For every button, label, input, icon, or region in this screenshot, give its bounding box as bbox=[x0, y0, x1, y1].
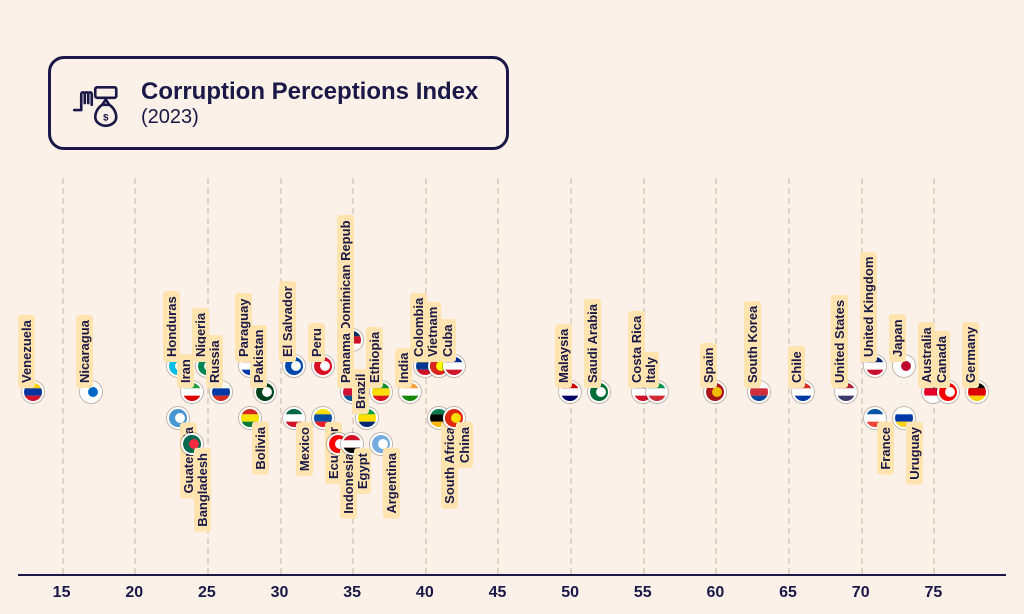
x-tick-label: 30 bbox=[271, 584, 289, 602]
x-tick-label: 25 bbox=[198, 584, 216, 602]
country-label: United Kingdom bbox=[860, 252, 877, 362]
country-dot: Saudi Arabia bbox=[588, 381, 610, 403]
country-label: Chile bbox=[788, 346, 805, 388]
country-dot: United Kingdom bbox=[864, 355, 886, 377]
country-label: Pakistan bbox=[250, 325, 267, 388]
x-axis-line bbox=[18, 574, 1006, 576]
country-label: France bbox=[877, 422, 894, 475]
country-dot: Cuba bbox=[443, 355, 465, 377]
country-label: Spain bbox=[700, 343, 717, 388]
country-dot: Nicaragua bbox=[80, 381, 102, 403]
country-dot: Spain bbox=[704, 381, 726, 403]
country-label: Japan bbox=[889, 314, 906, 362]
x-tick-label: 15 bbox=[53, 584, 71, 602]
x-tick-label: 75 bbox=[924, 584, 942, 602]
country-label: El Salvador bbox=[279, 281, 296, 362]
country-dot: South Korea bbox=[748, 381, 770, 403]
country-label: Egypt bbox=[354, 448, 371, 494]
country-dot: Iran bbox=[181, 381, 203, 403]
x-tick-label: 20 bbox=[125, 584, 143, 602]
gridline bbox=[62, 178, 64, 574]
x-tick-label: 55 bbox=[634, 584, 652, 602]
country-dot: Japan bbox=[893, 355, 915, 377]
x-tick-label: 60 bbox=[707, 584, 725, 602]
country-dot: Bolivia bbox=[239, 407, 261, 429]
bribe-icon: $ bbox=[69, 75, 125, 131]
country-dot: Russia bbox=[210, 381, 232, 403]
country-label: Saudi Arabia bbox=[584, 299, 601, 388]
country-dot: Venezuela bbox=[22, 381, 44, 403]
country-label: Cuba bbox=[439, 320, 456, 363]
chart-title-box: $ Corruption Perceptions Index (2023) bbox=[48, 56, 509, 150]
country-label: Bolivia bbox=[252, 422, 269, 475]
country-dot: Pakistan bbox=[254, 381, 276, 403]
x-tick-label: 45 bbox=[489, 584, 507, 602]
gridline bbox=[861, 178, 863, 574]
x-tick-label: 40 bbox=[416, 584, 434, 602]
country-label: Honduras bbox=[163, 291, 180, 362]
x-tick-label: 65 bbox=[779, 584, 797, 602]
gridline bbox=[134, 178, 136, 574]
country-dot: Mexico bbox=[283, 407, 305, 429]
country-dot: Ecuador bbox=[312, 407, 334, 429]
country-label: Germany bbox=[962, 322, 979, 388]
country-dot: Bangladesh bbox=[181, 433, 203, 455]
country-label: Italy bbox=[642, 352, 659, 388]
country-dot: El Salvador bbox=[283, 355, 305, 377]
country-label: Canada bbox=[933, 331, 950, 388]
country-dot: Brazil bbox=[356, 407, 378, 429]
country-dot: Peru bbox=[312, 355, 334, 377]
country-label: Ethiopia bbox=[366, 327, 383, 388]
country-label: China bbox=[456, 422, 473, 468]
country-dot: Argentina bbox=[370, 433, 392, 455]
x-tick-label: 70 bbox=[852, 584, 870, 602]
country-label: Bangladesh bbox=[194, 448, 211, 532]
country-dot: China bbox=[443, 407, 465, 429]
country-dot: Guatemala bbox=[167, 407, 189, 429]
country-dot: Chile bbox=[792, 381, 814, 403]
country-dot: Canada bbox=[937, 381, 959, 403]
gridline bbox=[497, 178, 499, 574]
country-label: Dominican Repub bbox=[337, 215, 354, 336]
country-label: Peru bbox=[308, 323, 325, 362]
country-dot: India bbox=[399, 381, 421, 403]
chart-title-line1: Corruption Perceptions Index bbox=[141, 78, 478, 106]
chart-title-text: Corruption Perceptions Index (2023) bbox=[141, 78, 478, 129]
country-dot: Germany bbox=[966, 381, 988, 403]
country-dot: France bbox=[864, 407, 886, 429]
country-dot: Uruguay bbox=[893, 407, 915, 429]
country-label: Malaysia bbox=[555, 324, 572, 388]
gridline bbox=[280, 178, 282, 574]
country-label: Uruguay bbox=[906, 422, 923, 485]
country-dot: Italy bbox=[646, 381, 668, 403]
country-dot: Malaysia bbox=[559, 381, 581, 403]
x-tick-label: 50 bbox=[561, 584, 579, 602]
chart-title-line2: (2023) bbox=[141, 106, 478, 129]
cpi-dotplot: $ Corruption Perceptions Index (2023) Ve… bbox=[0, 0, 1024, 614]
svg-text:$: $ bbox=[103, 113, 109, 124]
country-dot: United States bbox=[835, 381, 857, 403]
country-label: United States bbox=[831, 295, 848, 388]
country-dot: Ethiopia bbox=[370, 381, 392, 403]
country-label: Nicaragua bbox=[76, 315, 93, 388]
country-label: Argentina bbox=[383, 448, 400, 519]
country-dot: Egypt bbox=[341, 433, 363, 455]
x-tick-label: 35 bbox=[343, 584, 361, 602]
country-label: Russia bbox=[206, 335, 223, 388]
country-label: South Korea bbox=[744, 301, 761, 388]
country-label: Venezuela bbox=[18, 315, 35, 388]
country-label: Mexico bbox=[296, 422, 313, 476]
